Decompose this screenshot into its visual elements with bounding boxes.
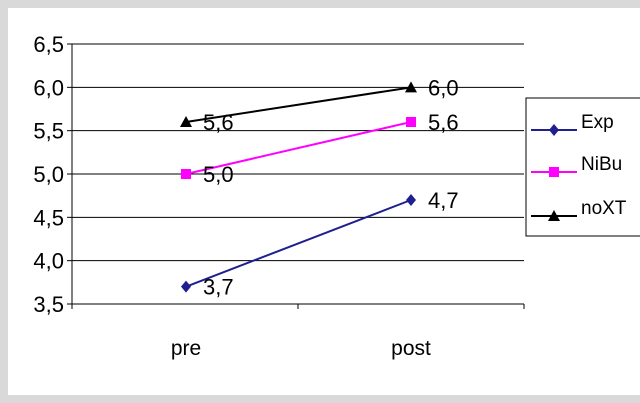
legend-marker-exp	[549, 124, 559, 136]
x-tick-label: pre	[171, 337, 201, 360]
legend-label-exp: Exp	[581, 112, 614, 133]
series-line-noxt	[185, 86, 412, 123]
data-label-noxt: 5,6	[203, 110, 234, 135]
data-point-exp	[406, 194, 416, 206]
series-markers	[180, 81, 417, 293]
data-point-nibu	[406, 117, 416, 127]
data-point-noxt	[405, 81, 417, 93]
series-lines	[185, 86, 412, 288]
y-tick-label: 6,5	[33, 32, 64, 57]
data-point-exp	[181, 280, 191, 293]
data-label-exp: 3,7	[203, 275, 234, 300]
legend-box	[525, 97, 640, 237]
data-label-exp: 4,7	[428, 188, 459, 213]
y-axis-tick-labels: 3,5 4,0 4,5 5,0 5,5 6,0 6,5	[33, 32, 64, 317]
data-labels: 3,7 4,7 5,0 5,6 5,6 6,0	[203, 75, 459, 299]
y-tick-label: 3,5	[33, 292, 64, 317]
legend-marker-nibu	[549, 167, 559, 177]
data-point-noxt	[180, 116, 192, 127]
legend: Exp NiBu noXT	[525, 97, 640, 237]
data-label-nibu: 5,6	[428, 110, 459, 135]
y-tick-label: 6,0	[33, 75, 64, 100]
legend-marker-noxt	[548, 210, 560, 221]
axes	[67, 43, 525, 309]
series-line-nibu	[185, 121, 412, 175]
data-label-noxt: 6,0	[428, 75, 459, 100]
x-axis-tick-labels: pre post	[171, 337, 431, 360]
y-tick-label: 5,0	[33, 162, 64, 187]
series-line-exp	[185, 199, 412, 288]
legend-label-nibu: NiBu	[581, 154, 622, 175]
data-point-nibu	[181, 169, 191, 179]
y-tick-label: 4,0	[33, 249, 64, 274]
x-tick-label: post	[391, 337, 431, 360]
data-label-nibu: 5,0	[203, 162, 234, 187]
legend-label-noxt: noXT	[581, 198, 627, 219]
y-tick-label: 5,5	[33, 119, 64, 144]
y-tick-label: 4,5	[33, 205, 64, 230]
